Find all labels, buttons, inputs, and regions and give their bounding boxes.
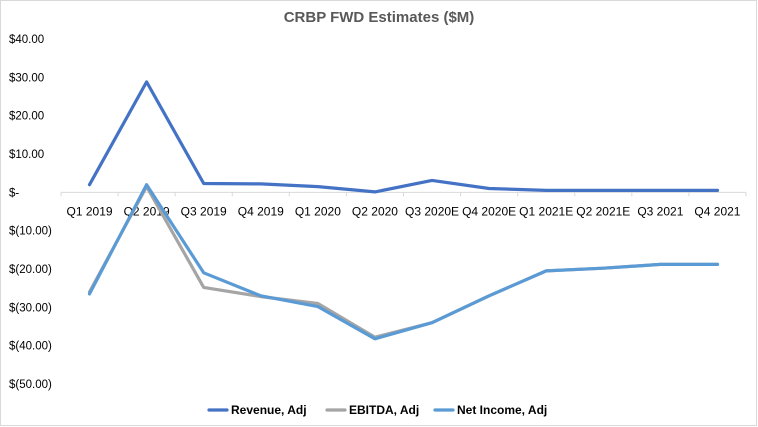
x-tick-label: Q2 2021E (576, 204, 630, 218)
x-tick-label: Q3 2019 (181, 204, 227, 218)
chart-title: CRBP FWD Estimates ($M) (284, 9, 475, 26)
x-tick-label: Q3 2020E (405, 204, 459, 218)
y-tick-label: $- (9, 187, 19, 199)
x-tick-label: Q1 2021E (519, 204, 573, 218)
series-line-0 (87, 80, 720, 194)
y-axis: $40.00 $30.00 $20.00 $10.00 $- $(10.00) $(20.0… (9, 34, 52, 391)
y-tick-label: $(20.00) (9, 264, 52, 276)
series-lines (87, 80, 720, 341)
y-tick-label: $(30.00) (9, 302, 52, 314)
y-tick-label: $10.00 (9, 149, 44, 161)
legend-label: EBITDA, Adj (349, 403, 419, 417)
x-tick-label: Q4 2021 (694, 204, 740, 218)
x-tick-label: Q3 2021 (637, 204, 683, 218)
x-tick-label: Q2 2020 (352, 204, 398, 218)
y-tick-label: $(10.00) (9, 226, 52, 238)
x-tick-label: Q4 2020E (462, 204, 516, 218)
y-tick-label: $(50.00) (9, 379, 52, 391)
legend-label: Net Income, Adj (457, 403, 547, 417)
x-tick-label: Q1 2019 (67, 204, 113, 218)
y-tick-label: $40.00 (9, 34, 44, 46)
x-tick-label: Q4 2019 (238, 204, 284, 218)
legend: Revenue, Adj EBITDA, Adj Net Income, Adj (207, 403, 547, 417)
y-tick-label: $(40.00) (9, 341, 52, 353)
series-line-2 (87, 183, 720, 341)
y-tick-label: $30.00 (9, 72, 44, 84)
y-tick-label: $20.00 (9, 111, 44, 123)
legend-label: Revenue, Adj (231, 403, 307, 417)
x-tick-label: Q1 2020 (295, 204, 341, 218)
